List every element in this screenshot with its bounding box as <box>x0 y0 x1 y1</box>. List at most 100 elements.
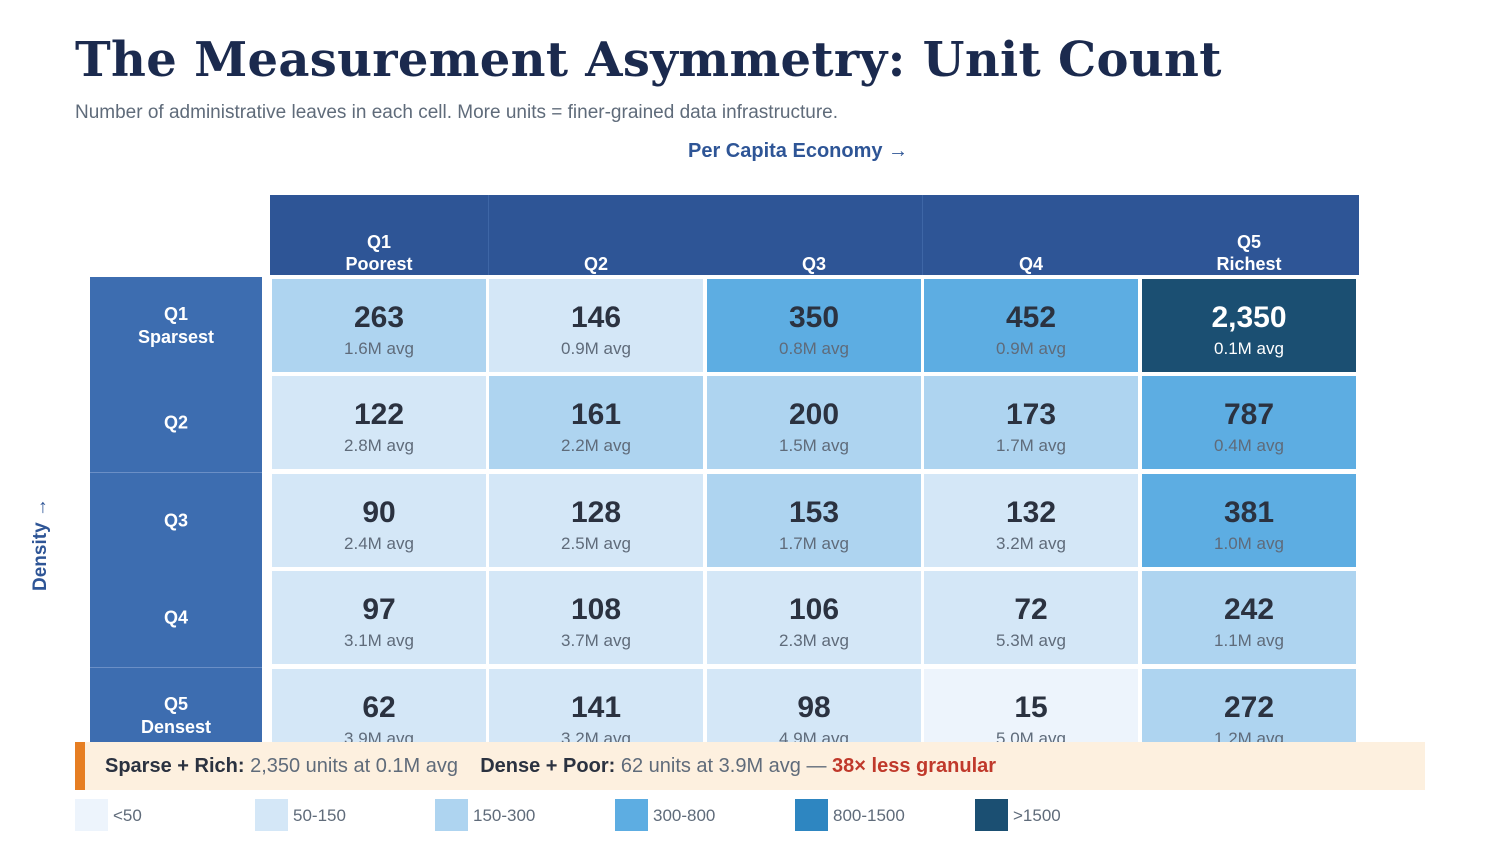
legend-swatch <box>255 799 288 831</box>
legend-swatch <box>615 799 648 831</box>
row-header: Q4 <box>90 571 262 664</box>
cell-average: 0.4M avg <box>1214 436 1284 455</box>
column-header-label: Q4 <box>1018 254 1043 274</box>
heatmap-cell: 153 1.7M avg <box>707 474 921 567</box>
heatmap-cell: 2,350 0.1M avg <box>1142 279 1356 372</box>
heatmap-cell: 141 3.2M avg <box>489 669 703 742</box>
row-header-label: Q1 Sparsest <box>137 303 215 347</box>
column-header: Q3 <box>705 195 923 275</box>
legend-label: >1500 <box>1013 806 1061 825</box>
cell-value: 161 <box>570 398 622 431</box>
column-header-label: Q1 Poorest <box>345 232 413 274</box>
legend-swatch <box>975 799 1008 831</box>
column-header: Q1 Poorest <box>270 195 488 275</box>
cell-average: 5.0M avg <box>996 729 1066 742</box>
cell-value: 141 <box>570 691 622 724</box>
cell-value: 381 <box>1223 496 1275 529</box>
cell-value: 98 <box>797 691 831 724</box>
column-header-label: Q2 <box>583 254 608 274</box>
heatmap-cell: 350 0.8M avg <box>707 279 921 372</box>
cell-average: 2.4M avg <box>344 534 414 553</box>
cell-average: 1.7M avg <box>779 534 849 553</box>
row-header: Q3 <box>90 474 262 567</box>
legend-label: 800-1500 <box>833 806 905 825</box>
cell-value: 122 <box>353 398 405 431</box>
chart-title: The Measurement Asymmetry: Unit Count <box>75 32 1222 88</box>
cell-average: 1.1M avg <box>1214 631 1284 650</box>
cell-average: 0.9M avg <box>996 339 1066 358</box>
cell-average: 3.7M avg <box>561 631 631 650</box>
heatmap-cell: 200 1.5M avg <box>707 376 921 469</box>
cell-value: 128 <box>570 496 622 529</box>
heatmap-cell: 263 1.6M avg <box>272 279 486 372</box>
cell-average: 5.3M avg <box>996 631 1066 650</box>
row-header-label: Q5 Densest <box>140 693 212 737</box>
cell-average: 1.7M avg <box>996 436 1066 455</box>
callout-highlight: 38× less granular <box>832 755 997 777</box>
cell-value: 350 <box>788 301 840 334</box>
callout-sparse-text: 2,350 units at 0.1M avg <box>244 755 458 777</box>
cell-average: 3.2M avg <box>561 729 631 742</box>
cell-value: 108 <box>570 593 622 626</box>
heatmap-cell: 98 4.9M avg <box>707 669 921 742</box>
legend-swatch <box>795 799 828 831</box>
column-header-label: Q3 <box>801 254 826 274</box>
row-header-divider <box>90 667 262 668</box>
legend-label: 300-800 <box>653 806 716 825</box>
cell-average: 0.1M avg <box>1214 339 1284 358</box>
callout-box: Sparse + Rich: 2,350 units at 0.1M avg D… <box>75 742 1425 790</box>
heatmap-cell: 787 0.4M avg <box>1142 376 1356 469</box>
chart-subtitle: Number of administrative leaves in each … <box>75 102 838 123</box>
heatmap-cell: 128 2.5M avg <box>489 474 703 567</box>
x-axis-label: Per Capita Economy → <box>688 140 909 162</box>
row-header-divider <box>90 472 262 473</box>
legend-swatch <box>435 799 468 831</box>
cell-value: 146 <box>570 301 622 334</box>
cell-average: 0.9M avg <box>561 339 631 358</box>
heatmap-cell: 62 3.9M avg <box>272 669 486 742</box>
row-header: Q2 <box>90 376 262 469</box>
heatmap-cell: 106 2.3M avg <box>707 571 921 664</box>
callout-dense-label: Dense + Poor: <box>480 755 616 777</box>
callout-sparse-label: Sparse + Rich: <box>105 755 245 777</box>
legend-label: 50-150 <box>293 806 346 825</box>
legend-label: <50 <box>113 806 142 825</box>
column-header: Q5 Richest <box>1140 195 1358 275</box>
cell-average: 3.2M avg <box>996 534 1066 553</box>
heatmap-cell: 15 5.0M avg <box>924 669 1138 742</box>
callout-dense-text: 62 units at 3.9M avg — <box>615 755 833 777</box>
legend-swatch <box>75 799 108 831</box>
cell-average: 1.2M avg <box>1214 729 1284 742</box>
cell-value: 106 <box>788 593 840 626</box>
heatmap-cell: 97 3.1M avg <box>272 571 486 664</box>
cell-value: 153 <box>788 496 840 529</box>
heatmap-cell: 146 0.9M avg <box>489 279 703 372</box>
cell-average: 1.0M avg <box>1214 534 1284 553</box>
heatmap-cell: 132 3.2M avg <box>924 474 1138 567</box>
column-header: Q2 <box>487 195 705 275</box>
cell-value: 97 <box>362 593 396 626</box>
cell-value: 263 <box>353 301 405 334</box>
cell-value: 2,350 <box>1211 301 1287 334</box>
row-header-band <box>90 667 262 750</box>
cell-average: 2.3M avg <box>779 631 849 650</box>
row-header-label: Q2 <box>163 412 188 432</box>
column-header-band <box>270 195 488 275</box>
row-header: Q5 Densest <box>90 669 262 762</box>
cell-value: 242 <box>1223 593 1275 626</box>
row-header-label: Q4 <box>163 607 188 627</box>
cell-average: 3.9M avg <box>344 729 414 742</box>
column-header: Q4 <box>922 195 1140 275</box>
column-header-band <box>488 195 923 275</box>
cell-value: 200 <box>788 398 840 431</box>
cell-average: 3.1M avg <box>344 631 414 650</box>
cell-value: 62 <box>362 691 396 724</box>
column-header-band <box>922 195 1359 275</box>
heatmap-cell: 108 3.7M avg <box>489 571 703 664</box>
y-axis-label: Density → <box>30 498 51 592</box>
cell-value: 90 <box>362 496 396 529</box>
cell-value: 132 <box>1005 496 1057 529</box>
cell-average: 1.5M avg <box>779 436 849 455</box>
heatmap-cell: 381 1.0M avg <box>1142 474 1356 567</box>
callout-text: Sparse + Rich: 2,350 units at 0.1M avg D… <box>105 755 996 778</box>
